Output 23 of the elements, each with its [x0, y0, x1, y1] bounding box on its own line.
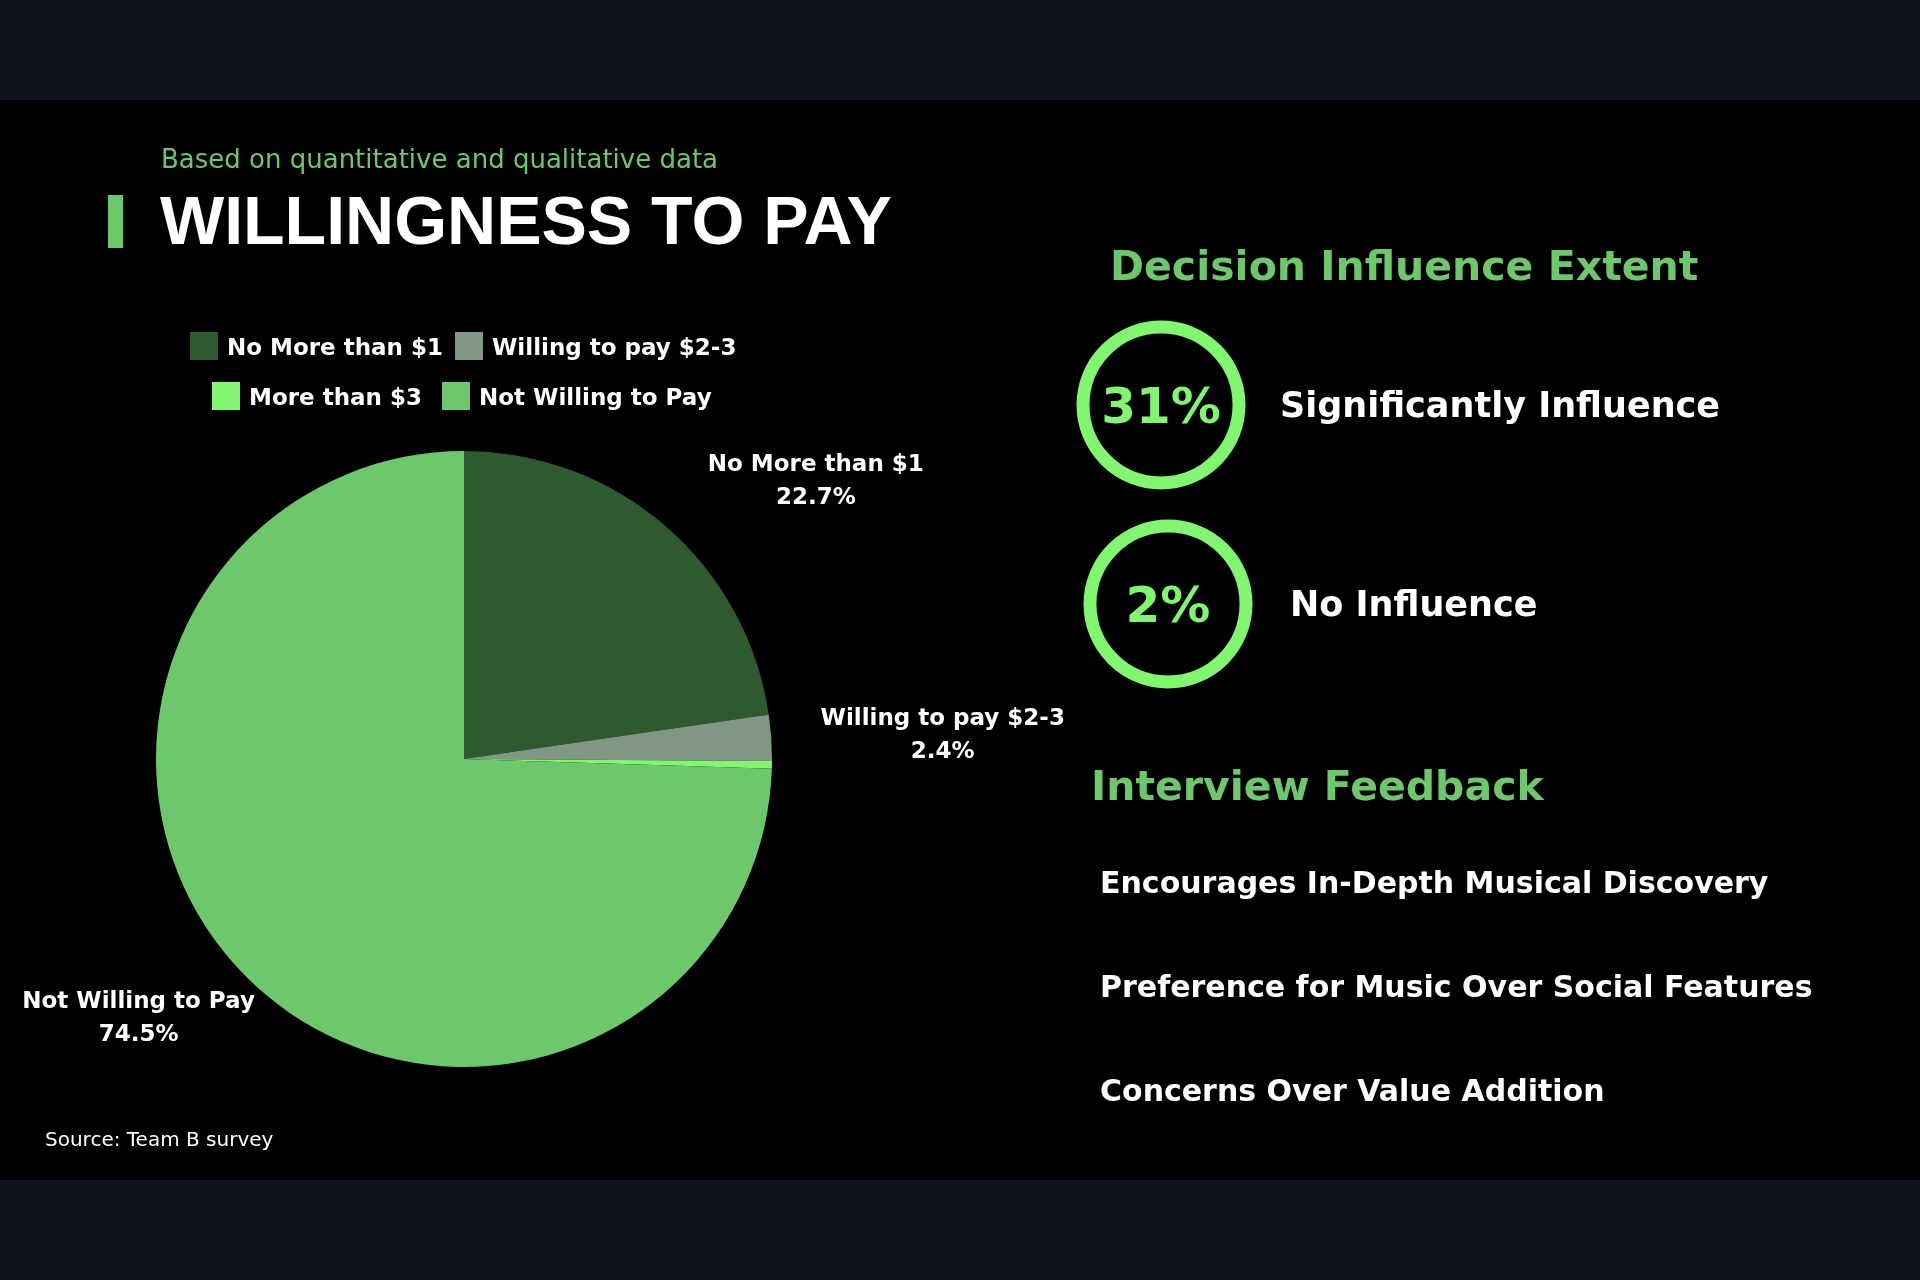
chart-subtitle: Based on quantitative and qualitative data [161, 144, 719, 174]
text: Interview Feedback [1091, 762, 1546, 810]
legend-label: Not Willing to Pay [479, 384, 712, 410]
pie-slice [464, 714, 772, 761]
legend-label: Willing to pay $2-3 [492, 334, 737, 360]
text: Encourages In-Depth Musical Discovery [1100, 865, 1769, 900]
source-note: Source: Team B survey [45, 1127, 274, 1151]
text: Significantly Influence [1280, 385, 1721, 425]
text: No Influence [1290, 584, 1538, 624]
text: Concerns Over Value Addition [1100, 1073, 1605, 1108]
text: 2% [1125, 576, 1211, 634]
data-label: 2.4% [910, 737, 975, 764]
legend-label: No More than $1 [227, 334, 443, 360]
legend-label: More than $3 [249, 384, 422, 410]
data-label: 74.5% [98, 1020, 179, 1047]
text: Decision Influence Extent [1110, 242, 1699, 290]
data-label: 22.7% [775, 483, 856, 510]
slice-label: Willing to pay $2-3 [820, 704, 1065, 731]
slice-label: No More than $1 [707, 450, 924, 477]
text: 31% [1101, 377, 1221, 435]
text: Preference for Music Over Social Features [1100, 969, 1813, 1004]
slice-label: Not Willing to Pay [22, 987, 255, 1014]
chart-title: WILLINGNESS TO PAY [160, 182, 892, 258]
